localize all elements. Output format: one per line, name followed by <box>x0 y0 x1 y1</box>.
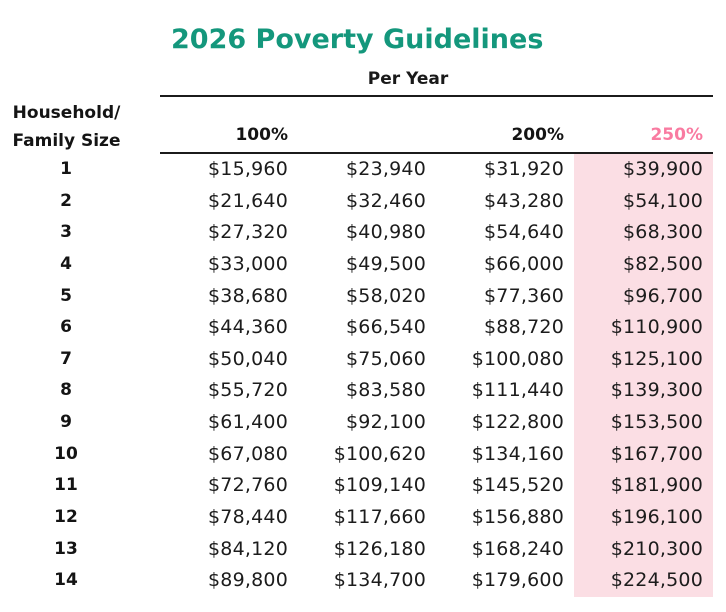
value-cell: $27,320 <box>208 221 288 244</box>
value-cell: $77,360 <box>484 284 564 307</box>
per-year-group-header: Per Year <box>367 69 449 89</box>
value-cell: $156,880 <box>471 505 564 528</box>
value-cell: $100,620 <box>333 442 426 465</box>
value-cell: $50,040 <box>208 347 288 370</box>
value-cell: $58,020 <box>346 284 426 307</box>
value-cell: $61,400 <box>208 411 288 433</box>
value-cell: $66,000 <box>484 252 564 275</box>
household-size-cell: 7 <box>60 348 72 369</box>
value-cell: $44,360 <box>208 316 288 339</box>
column-headers: 100% 200% 250% <box>160 125 713 145</box>
value-cell: $54,640 <box>484 221 564 244</box>
value-cell: $210,300 <box>574 533 713 566</box>
value-cell: $89,800 <box>208 569 288 592</box>
table-row: 10 $67,080 $100,620 $134,160 $167,700 <box>0 438 713 471</box>
value-cell: $68,300 <box>574 217 713 249</box>
household-size-cell: 11 <box>54 475 78 496</box>
household-size-cell: 1 <box>60 159 72 179</box>
value-cell: $43,280 <box>484 189 564 212</box>
value-cell: $179,600 <box>471 569 564 592</box>
value-cell: $122,800 <box>471 411 564 433</box>
value-cell: $167,700 <box>574 438 713 471</box>
household-size-cell: 3 <box>60 222 72 243</box>
household-size-cell: 4 <box>60 253 72 274</box>
table-row: 14 $89,800 $134,700 $179,600 $224,500 <box>0 565 713 597</box>
table-row: 8 $55,720 $83,580 $111,440 $139,300 <box>0 375 713 407</box>
value-cell: $66,540 <box>346 316 426 339</box>
household-size-cell: 13 <box>54 538 78 559</box>
value-cell: $83,580 <box>346 379 426 402</box>
table-row: 1 $15,960 $23,940 $31,920 $39,900 <box>0 154 713 186</box>
table-body: 1 $15,960 $23,940 $31,920 $39,900 2 $21,640 $32… <box>0 154 713 597</box>
table-row: 13 $84,120 $126,180 $168,240 $210,300 <box>0 533 713 566</box>
header-top-rule <box>160 95 713 97</box>
value-cell: $109,140 <box>333 474 426 497</box>
household-size-cell: 6 <box>60 317 72 338</box>
page-title: 2026 Poverty Guidelines <box>171 24 544 55</box>
table-row: 2 $21,640 $32,460 $43,280 $54,100 <box>0 185 713 218</box>
value-cell: $39,900 <box>574 154 713 186</box>
value-cell: $40,980 <box>346 221 426 244</box>
household-size-cell: 5 <box>60 285 72 306</box>
value-cell: $23,940 <box>346 158 426 180</box>
value-cell: $168,240 <box>471 537 564 560</box>
value-cell: $75,060 <box>346 347 426 370</box>
value-cell: $32,460 <box>346 189 426 212</box>
table-row: 11 $72,760 $109,140 $145,520 $181,900 <box>0 470 713 502</box>
table-row: 7 $50,040 $75,060 $100,080 $125,100 <box>0 343 713 376</box>
table-row: 6 $44,360 $66,540 $88,720 $110,900 <box>0 312 713 344</box>
value-cell: $55,720 <box>208 379 288 402</box>
value-cell: $15,960 <box>208 158 288 180</box>
value-cell: $82,500 <box>574 248 713 281</box>
table-row: 12 $78,440 $117,660 $156,880 $196,100 <box>0 501 713 534</box>
row-axis-label-line2: Family Size <box>12 131 121 151</box>
value-cell: $181,900 <box>574 470 713 502</box>
table-row: 5 $38,680 $58,020 $77,360 $96,700 <box>0 280 713 313</box>
value-cell: $111,440 <box>471 379 564 402</box>
value-cell: $49,500 <box>346 252 426 275</box>
value-cell: $88,720 <box>484 316 564 339</box>
value-cell: $134,700 <box>333 569 426 592</box>
household-size-cell: 14 <box>54 570 78 591</box>
table-row: 4 $33,000 $49,500 $66,000 $82,500 <box>0 248 713 281</box>
value-cell: $139,300 <box>574 375 713 407</box>
value-cell: $145,520 <box>471 474 564 497</box>
table-row: 9 $61,400 $92,100 $122,800 $153,500 <box>0 407 713 439</box>
household-size-cell: 12 <box>54 506 78 527</box>
value-cell: $153,500 <box>574 407 713 439</box>
value-cell: $92,100 <box>346 411 426 433</box>
value-cell: $196,100 <box>574 501 713 534</box>
value-cell: $31,920 <box>484 158 564 180</box>
column-header-unlabeled <box>298 125 436 145</box>
value-cell: $134,160 <box>471 442 564 465</box>
household-size-cell: 2 <box>60 190 72 211</box>
row-axis-label: Household/ Family Size <box>0 99 133 155</box>
value-cell: $96,700 <box>574 280 713 313</box>
value-cell: $78,440 <box>208 505 288 528</box>
column-header-100pct: 100% <box>235 125 288 145</box>
header-bottom-rule <box>160 152 713 154</box>
value-cell: $33,000 <box>208 252 288 275</box>
value-cell: $38,680 <box>208 284 288 307</box>
value-cell: $21,640 <box>208 189 288 212</box>
value-cell: $224,500 <box>574 565 713 597</box>
value-cell: $126,180 <box>333 537 426 560</box>
value-cell: $125,100 <box>574 343 713 376</box>
household-size-cell: 9 <box>60 412 72 432</box>
household-size-cell: 8 <box>60 380 72 401</box>
value-cell: $100,080 <box>471 347 564 370</box>
value-cell: $84,120 <box>208 537 288 560</box>
value-cell: $117,660 <box>333 505 426 528</box>
row-axis-label-line1: Household/ <box>12 103 121 123</box>
value-cell: $54,100 <box>574 185 713 218</box>
table-row: 3 $27,320 $40,980 $54,640 $68,300 <box>0 217 713 249</box>
column-header-250pct: 250% <box>650 125 703 145</box>
value-cell: $110,900 <box>574 312 713 344</box>
household-size-cell: 10 <box>54 443 78 464</box>
column-header-200pct: 200% <box>511 125 564 145</box>
value-cell: $67,080 <box>208 442 288 465</box>
value-cell: $72,760 <box>208 474 288 497</box>
